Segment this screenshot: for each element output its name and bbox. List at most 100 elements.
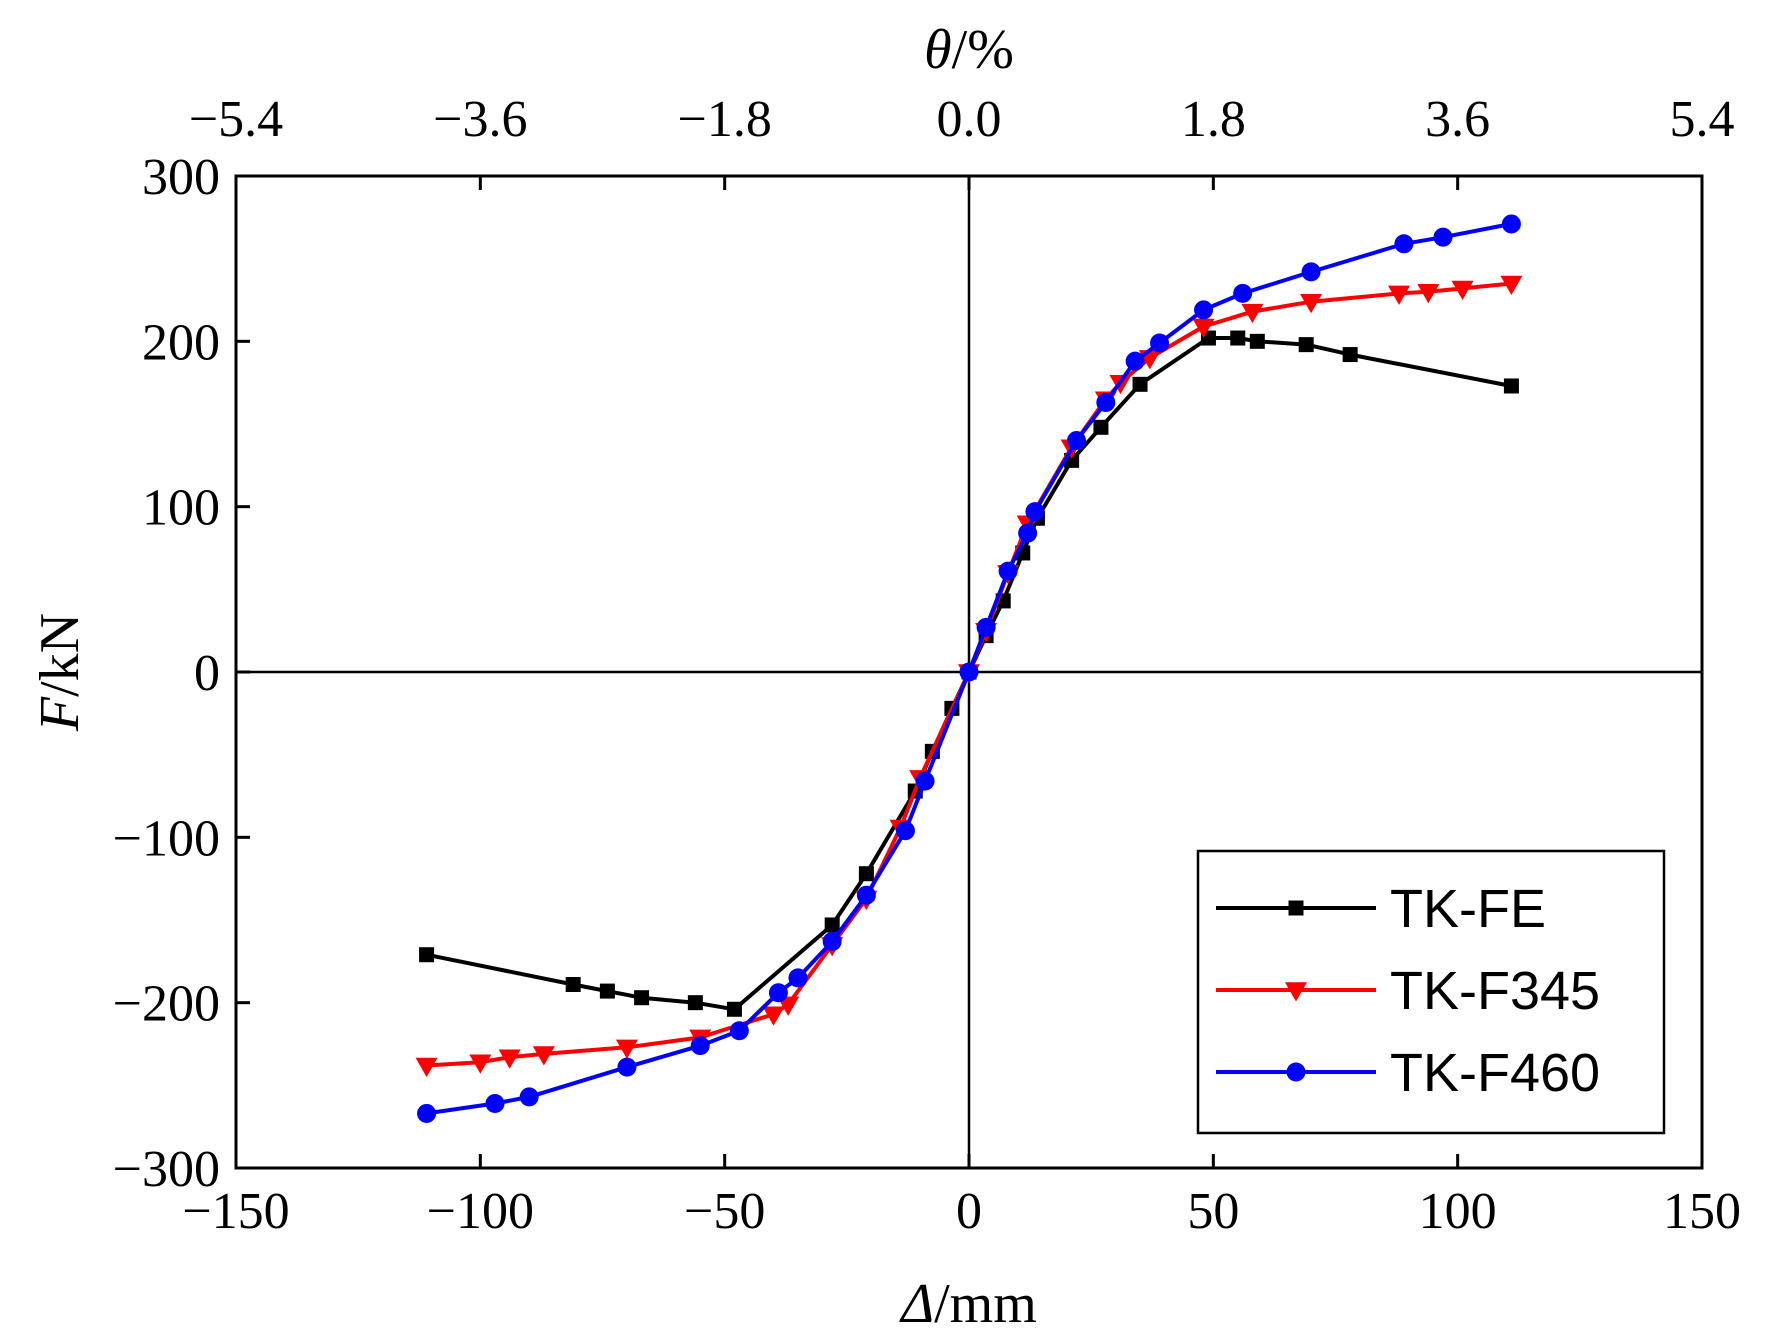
x-axis-unit: /mm [934,1273,1037,1335]
data-point-tk-f345 [1417,284,1440,304]
data-point-tk-f460 [1150,333,1170,353]
legend-entry-tk-f460: TK-F460 [1216,1043,1600,1103]
data-point-tk-fe [1342,347,1358,363]
data-point-tk-f460 [998,561,1018,581]
data-point-tk-f345 [498,1049,521,1069]
data-point-tk-f460 [1125,351,1145,371]
data-point-tk-f460 [856,885,876,905]
data-point-tk-f460 [1301,262,1321,282]
data-point-tk-f345 [1300,293,1323,314]
data-point-tk-f345 [1451,280,1474,300]
x2-tick-label: −1.8 [678,91,772,148]
x-tick-label: −150 [182,1183,289,1240]
data-point-tk-fe [687,995,703,1011]
data-point-tk-f460 [822,931,842,951]
x-tick-label: 50 [1187,1183,1239,1240]
y-tick-label: −200 [113,976,220,1033]
data-point-tk-fe [1503,378,1519,394]
data-point-tk-f345 [1388,285,1411,305]
y-tick-label: 0 [194,645,220,702]
x-tick-label: 0 [956,1183,982,1240]
y-tick-label: 300 [142,149,220,206]
data-point-tk-fe [565,976,581,992]
data-point-tk-fe [419,947,435,963]
y-tick-label: 200 [142,314,220,371]
x-tick-label: −50 [684,1183,765,1240]
data-point-tk-fe [824,917,840,933]
legend-marker-tk-f345 [1285,982,1307,1002]
x-axis-symbol: Δ [899,1273,934,1335]
data-point-tk-f460 [617,1057,637,1077]
x2-tick-label: 1.8 [1181,91,1246,148]
y-axis-title: F/kN [29,613,91,732]
data-point-tk-fe [1249,333,1265,349]
x2-tick-label: 0.0 [937,91,1002,148]
x2-axis-symbol: θ [924,19,952,81]
x2-axis-title: θ/% [924,19,1014,81]
data-point-tk-f345 [762,1006,785,1026]
data-point-tk-f460 [1194,300,1214,320]
x2-tick-label: 3.6 [1425,91,1490,148]
data-point-tk-fe [726,1001,742,1017]
data-point-tk-f345 [1192,318,1215,339]
data-point-tk-f460 [1233,283,1253,303]
data-point-tk-f460 [1067,431,1087,451]
data-point-tk-f460 [729,1021,749,1041]
data-point-tk-f460 [1096,393,1116,413]
data-point-tk-f460 [1025,502,1045,522]
data-point-tk-f460 [1018,523,1038,543]
series-tk-f460 [417,214,1521,1123]
x2-tick-label: 5.4 [1670,91,1735,148]
x-axis: −150 −100 −50 0 50 100 150 [182,1154,1741,1240]
data-point-tk-f460 [915,771,935,791]
data-point-tk-f460 [1501,214,1521,234]
data-point-tk-f460 [976,617,996,637]
data-point-tk-f345 [469,1054,492,1074]
x2-tick-label: −3.6 [433,91,527,148]
x-tick-label: 150 [1663,1183,1741,1240]
data-point-tk-f345 [415,1057,438,1078]
data-point-tk-fe [1230,330,1246,346]
legend-entry-tk-f345: TK-F345 [1216,961,1600,1021]
legend: TK-FE TK-F345 TK-F460 [1196,849,1666,1135]
y-axis-symbol: F [29,696,91,732]
x-tick-label: −100 [427,1183,534,1240]
legend-label-tk-f345: TK-F345 [1390,961,1600,1021]
data-point-tk-fe [1298,337,1314,353]
data-point-tk-f460 [690,1036,710,1056]
data-point-tk-f460 [788,968,808,988]
data-point-tk-f345 [1500,275,1523,296]
y-tick-label: −300 [113,1141,220,1198]
data-point-tk-fe [858,866,874,882]
series-layer [415,214,1523,1123]
x2-axis: −5.4 −3.6 −1.8 0.0 1.8 3.6 5.4 [189,91,1735,190]
data-point-tk-fe [634,990,650,1006]
data-point-tk-f460 [1433,227,1453,247]
x-axis-title: Δ/mm [899,1273,1037,1335]
data-point-tk-f460 [1394,234,1414,254]
data-point-tk-f345 [532,1046,555,1066]
data-point-tk-f460 [959,662,979,682]
data-point-tk-f460 [519,1087,539,1107]
x2-axis-unit: /% [952,19,1014,81]
data-point-tk-f345 [1241,303,1264,324]
legend-label-tk-fe: TK-FE [1390,879,1546,939]
data-point-tk-f460 [768,983,788,1003]
data-point-tk-f460 [895,821,915,841]
y-axis: −300 −200 −100 0 100 200 300 [113,149,250,1198]
data-point-tk-fe [1093,419,1109,435]
y-axis-unit: /kN [29,613,91,697]
y-tick-label: 100 [142,480,220,537]
data-point-tk-fe [599,983,615,999]
data-point-tk-f460 [417,1103,437,1123]
legend-entry-tk-fe: TK-FE [1216,879,1546,939]
y-tick-label: −100 [113,810,220,867]
legend-marker-tk-f460 [1286,1062,1306,1082]
data-point-tk-f460 [485,1094,505,1114]
x-tick-label: 100 [1419,1183,1497,1240]
legend-label-tk-f460: TK-F460 [1390,1043,1600,1103]
data-point-tk-f345 [777,996,800,1016]
data-point-tk-fe [1132,376,1148,392]
data-point-tk-f345 [615,1039,638,1059]
